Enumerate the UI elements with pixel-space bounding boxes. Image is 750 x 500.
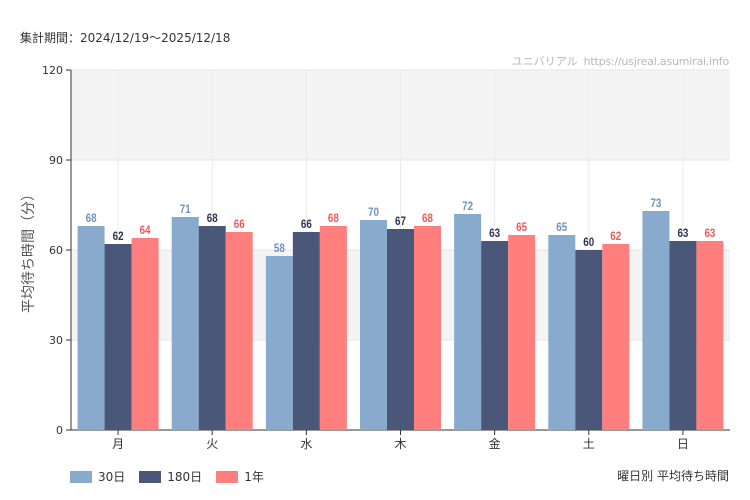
y-tick-label: 60 bbox=[49, 244, 63, 257]
bar-value-label: 68 bbox=[422, 212, 433, 225]
chart-caption: 曜日別 平均待ち時間 bbox=[617, 469, 729, 483]
legend-item[interactable]: 180日 bbox=[139, 468, 202, 485]
bar-value-label: 68 bbox=[328, 212, 339, 225]
bar-value-label: 65 bbox=[556, 221, 567, 234]
bar-value-label: 72 bbox=[462, 200, 473, 213]
bar bbox=[508, 235, 536, 430]
bar bbox=[77, 226, 105, 430]
bar bbox=[319, 226, 347, 430]
bar-value-label: 66 bbox=[301, 218, 312, 231]
legend-swatch bbox=[216, 470, 239, 483]
bar-value-label: 68 bbox=[207, 212, 218, 225]
y-tick-label: 90 bbox=[49, 154, 63, 167]
bar bbox=[171, 217, 199, 430]
bar bbox=[131, 238, 159, 430]
legend-item[interactable]: 1年 bbox=[216, 468, 264, 485]
y-tick-label: 30 bbox=[49, 334, 63, 347]
bar bbox=[387, 229, 414, 430]
x-tick-label: 土 bbox=[583, 437, 595, 451]
bar bbox=[642, 211, 670, 430]
bar-value-label: 65 bbox=[516, 221, 527, 234]
watermark-name: ユニバリアル bbox=[511, 55, 578, 68]
bar-value-label: 63 bbox=[489, 227, 500, 240]
bar-value-label: 68 bbox=[86, 212, 97, 225]
bar bbox=[669, 241, 697, 430]
bar-value-label: 70 bbox=[368, 206, 379, 219]
legend-label: 30日 bbox=[98, 470, 126, 484]
bar-value-label: 64 bbox=[140, 224, 152, 237]
legend-swatch bbox=[139, 470, 162, 483]
bar-value-label: 62 bbox=[610, 230, 621, 243]
bar bbox=[454, 214, 482, 430]
bar bbox=[292, 232, 320, 430]
x-tick-label: 火 bbox=[206, 437, 218, 451]
bar-value-label: 58 bbox=[274, 242, 285, 255]
x-tick-label: 日 bbox=[677, 437, 689, 451]
bar-value-label: 63 bbox=[677, 227, 688, 240]
bar bbox=[225, 232, 253, 430]
y-tick-label: 0 bbox=[56, 424, 63, 437]
bar-value-label: 71 bbox=[180, 203, 191, 216]
y-tick-label: 120 bbox=[42, 64, 63, 77]
x-tick-label: 月 bbox=[112, 437, 124, 451]
bar bbox=[481, 241, 509, 430]
bar-value-label: 60 bbox=[583, 236, 594, 249]
bar bbox=[104, 244, 132, 430]
bar bbox=[265, 256, 293, 430]
legend-swatch bbox=[70, 470, 92, 483]
collection-period: 集計期間：2024/12/19〜2025/12/18 bbox=[20, 31, 231, 45]
chart-legend: 30日 180日 1年 bbox=[70, 468, 278, 485]
bar bbox=[696, 241, 724, 430]
bar-value-label: 67 bbox=[395, 215, 406, 228]
legend-label: 1年 bbox=[244, 470, 264, 484]
legend-item[interactable]: 30日 bbox=[70, 468, 125, 485]
bar-value-label: 73 bbox=[650, 197, 661, 210]
x-tick-label: 金 bbox=[489, 436, 501, 451]
bar-value-label: 66 bbox=[234, 218, 245, 231]
x-tick-label: 木 bbox=[394, 437, 406, 451]
bar bbox=[414, 226, 441, 430]
site-watermark: ユニバリアル https://usjreal.asumirai.info bbox=[512, 53, 729, 69]
bar bbox=[360, 220, 387, 430]
bar-value-label: 62 bbox=[113, 230, 124, 243]
bar bbox=[602, 244, 630, 430]
bar bbox=[548, 235, 576, 430]
bar bbox=[575, 250, 603, 430]
bar-value-label: 63 bbox=[704, 227, 715, 240]
bar bbox=[198, 226, 226, 430]
x-tick-label: 水 bbox=[300, 437, 312, 451]
watermark-url: https://usjreal.asumirai.info bbox=[583, 55, 730, 68]
legend-label: 180日 bbox=[167, 470, 203, 484]
y-axis-title: 平均待ち時間（分） bbox=[21, 187, 37, 313]
